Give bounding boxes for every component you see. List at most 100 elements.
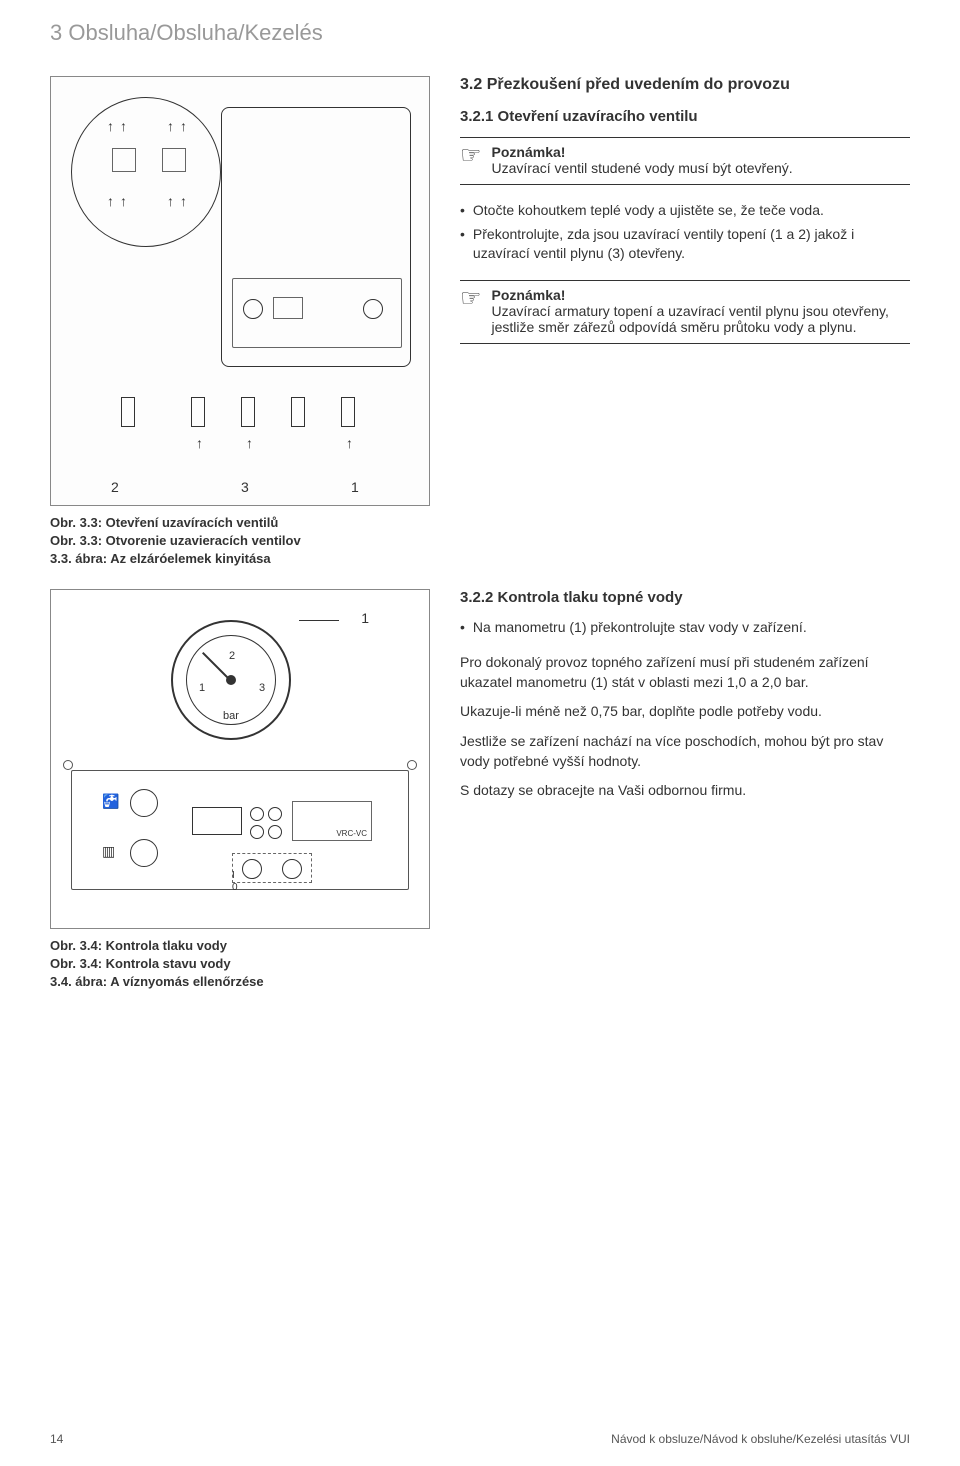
- arrow-up-icon: ↑: [107, 118, 114, 134]
- note-label: Poznámka!: [492, 144, 566, 160]
- gauge-mark-3: 3: [259, 682, 265, 694]
- caption-line: Obr. 3.3: Otevření uzavíracích ventilů: [50, 514, 430, 532]
- page-header: 3 Obsluha/Obsluha/Kezelés: [50, 20, 910, 46]
- bullet-list-1: • Otočte kohoutkem teplé vody a ujistěte…: [460, 201, 910, 264]
- knob-icon: [130, 789, 158, 817]
- dashed-highlight: [232, 853, 312, 883]
- figure-3-4-column: 1 2 3 bar 1 🚰 ▥: [50, 589, 430, 992]
- control-panel: 🚰 ▥ VRC-VC I 0: [71, 770, 409, 890]
- figure-3-3: ↑ ↑ ↑ ↑ ↑ ↑ ↑ ↑: [50, 76, 430, 506]
- note-body: Uzavírací ventil studené vody musí být o…: [492, 160, 793, 176]
- note-box-2: ☞ Poznámka! Uzavírací armatury topení a …: [460, 280, 910, 344]
- vrc-label: VRC-VC: [336, 829, 367, 838]
- heading-3-2-2: 3.2.2 Kontrola tlaku topné vody: [460, 589, 910, 606]
- arrow-up-icon: ↑: [167, 118, 174, 134]
- figure-3-4: 1 2 3 bar 1 🚰 ▥: [50, 589, 430, 929]
- valve-icon: [291, 397, 305, 427]
- valve-icon: [191, 397, 205, 427]
- arrow-up-icon: ↑: [120, 118, 127, 134]
- callout-1: 1: [361, 610, 369, 626]
- bullet-text: Na manometru (1) překontrolujte stav vod…: [473, 618, 807, 638]
- switch-label-0: 0: [232, 882, 238, 893]
- gauge-unit-bar: bar: [223, 710, 239, 722]
- tap-icon: 🚰: [102, 793, 119, 810]
- valve-icon: [341, 397, 355, 427]
- text-column-1: 3.2 Přezkoušení před uvedením do provozu…: [460, 76, 910, 569]
- paragraph: S dotazy se obracejte na Vaši odbornou f…: [460, 781, 910, 801]
- bottom-section: 1 2 3 bar 1 🚰 ▥: [50, 589, 910, 992]
- note-text: Poznámka! Uzavírací armatury topení a uz…: [492, 287, 910, 335]
- screw-icon: [63, 760, 73, 770]
- heading-3-2-1: 3.2.1 Otevření uzavíracího ventilu: [460, 108, 910, 125]
- screw-icon: [407, 760, 417, 770]
- display-rect: [273, 297, 303, 319]
- arrow-up-icon: ↑: [107, 193, 114, 209]
- arrow-up-icon: ↑: [180, 118, 187, 134]
- boiler-panel: [232, 278, 402, 348]
- gauge-mark-2: 2: [229, 650, 235, 662]
- valve-square: [162, 148, 186, 172]
- figure-3-4-caption: Obr. 3.4: Kontrola tlaku vody Obr. 3.4: …: [50, 937, 430, 992]
- gauge-hub: [226, 675, 236, 685]
- bullet-list-2: • Na manometru (1) překontrolujte stav v…: [460, 618, 910, 638]
- footer-right-text: Návod k obsluze/Návod k obsluhe/Kezelési…: [611, 1432, 910, 1446]
- callout-3: 3: [241, 479, 249, 495]
- page-footer: 14 Návod k obsluze/Návod k obsluhe/Kezel…: [50, 1432, 910, 1446]
- bullet-dot-icon: •: [460, 618, 465, 638]
- note-box-1: ☞ Poznámka! Uzavírací ventil studené vod…: [460, 137, 910, 185]
- radiator-icon: ▥: [102, 843, 115, 860]
- caption-line: 3.3. ábra: Az elzáróelemek kinyitása: [50, 550, 430, 568]
- arrow-up-icon: ↑: [196, 435, 203, 451]
- valve-icon: [121, 397, 135, 427]
- text-column-2: 3.2.2 Kontrola tlaku topné vody • Na man…: [460, 589, 910, 992]
- bullet-item: • Na manometru (1) překontrolujte stav v…: [460, 618, 910, 638]
- callout-1: 1: [351, 479, 359, 495]
- note-text: Poznámka! Uzavírací ventil studené vody …: [492, 144, 793, 176]
- note-body: Uzavírací armatury topení a uzavírací ve…: [492, 303, 889, 335]
- vrc-module: VRC-VC: [292, 801, 372, 841]
- small-button-icon: [250, 825, 264, 839]
- gauge-mark-1: 1: [199, 682, 205, 694]
- valve-assembly: ↑ ↑ ↑: [81, 387, 401, 467]
- bullet-dot-icon: •: [460, 201, 465, 221]
- bullet-text: Otočte kohoutkem teplé vody a ujistěte s…: [473, 201, 824, 221]
- caption-line: Obr. 3.4: Kontrola stavu vody: [50, 955, 430, 973]
- arrow-up-icon: ↑: [180, 193, 187, 209]
- arrow-up-icon: ↑: [120, 193, 127, 209]
- bullet-dot-icon: •: [460, 225, 465, 264]
- bullet-text: Překontrolujte, zda jsou uzavírací venti…: [473, 225, 910, 264]
- detail-circle: ↑ ↑ ↑ ↑ ↑ ↑ ↑ ↑: [71, 97, 221, 247]
- knob-icon: [130, 839, 158, 867]
- button-grid: [250, 807, 282, 839]
- knob-icon: [243, 299, 263, 319]
- hand-point-icon: ☞: [460, 287, 482, 335]
- boiler-outline: [221, 107, 411, 367]
- small-button-icon: [268, 807, 282, 821]
- paragraph: Ukazuje-li méně než 0,75 bar, doplňte po…: [460, 702, 910, 722]
- knob-icon: [363, 299, 383, 319]
- pressure-gauge: 1 2 3 bar: [171, 620, 291, 740]
- caption-line: Obr. 3.4: Kontrola tlaku vody: [50, 937, 430, 955]
- bullet-item: • Překontrolujte, zda jsou uzavírací ven…: [460, 225, 910, 264]
- hand-point-icon: ☞: [460, 144, 482, 176]
- leader-line: [299, 620, 339, 621]
- arrow-up-icon: ↑: [346, 435, 353, 451]
- small-button-icon: [250, 807, 264, 821]
- heading-3-2: 3.2 Přezkoušení před uvedením do provozu: [460, 76, 910, 94]
- note-label: Poznámka!: [492, 287, 566, 303]
- arrow-up-icon: ↑: [167, 193, 174, 209]
- bullet-item: • Otočte kohoutkem teplé vody a ujistěte…: [460, 201, 910, 221]
- paragraph: Jestliže se zařízení nachází na více pos…: [460, 732, 910, 771]
- valve-icon: [241, 397, 255, 427]
- caption-line: 3.4. ábra: A víznyomás ellenőrzése: [50, 973, 430, 991]
- valve-square: [112, 148, 136, 172]
- figure-3-3-column: ↑ ↑ ↑ ↑ ↑ ↑ ↑ ↑: [50, 76, 430, 569]
- caption-line: Obr. 3.3: Otvorenie uzavieracích ventilo…: [50, 532, 430, 550]
- lcd-display: [192, 807, 242, 835]
- page-number: 14: [50, 1432, 63, 1446]
- small-button-icon: [268, 825, 282, 839]
- top-section: ↑ ↑ ↑ ↑ ↑ ↑ ↑ ↑: [50, 76, 910, 569]
- arrow-up-icon: ↑: [246, 435, 253, 451]
- paragraph: Pro dokonalý provoz topného zařízení mus…: [460, 653, 910, 692]
- figure-3-3-caption: Obr. 3.3: Otevření uzavíracích ventilů O…: [50, 514, 430, 569]
